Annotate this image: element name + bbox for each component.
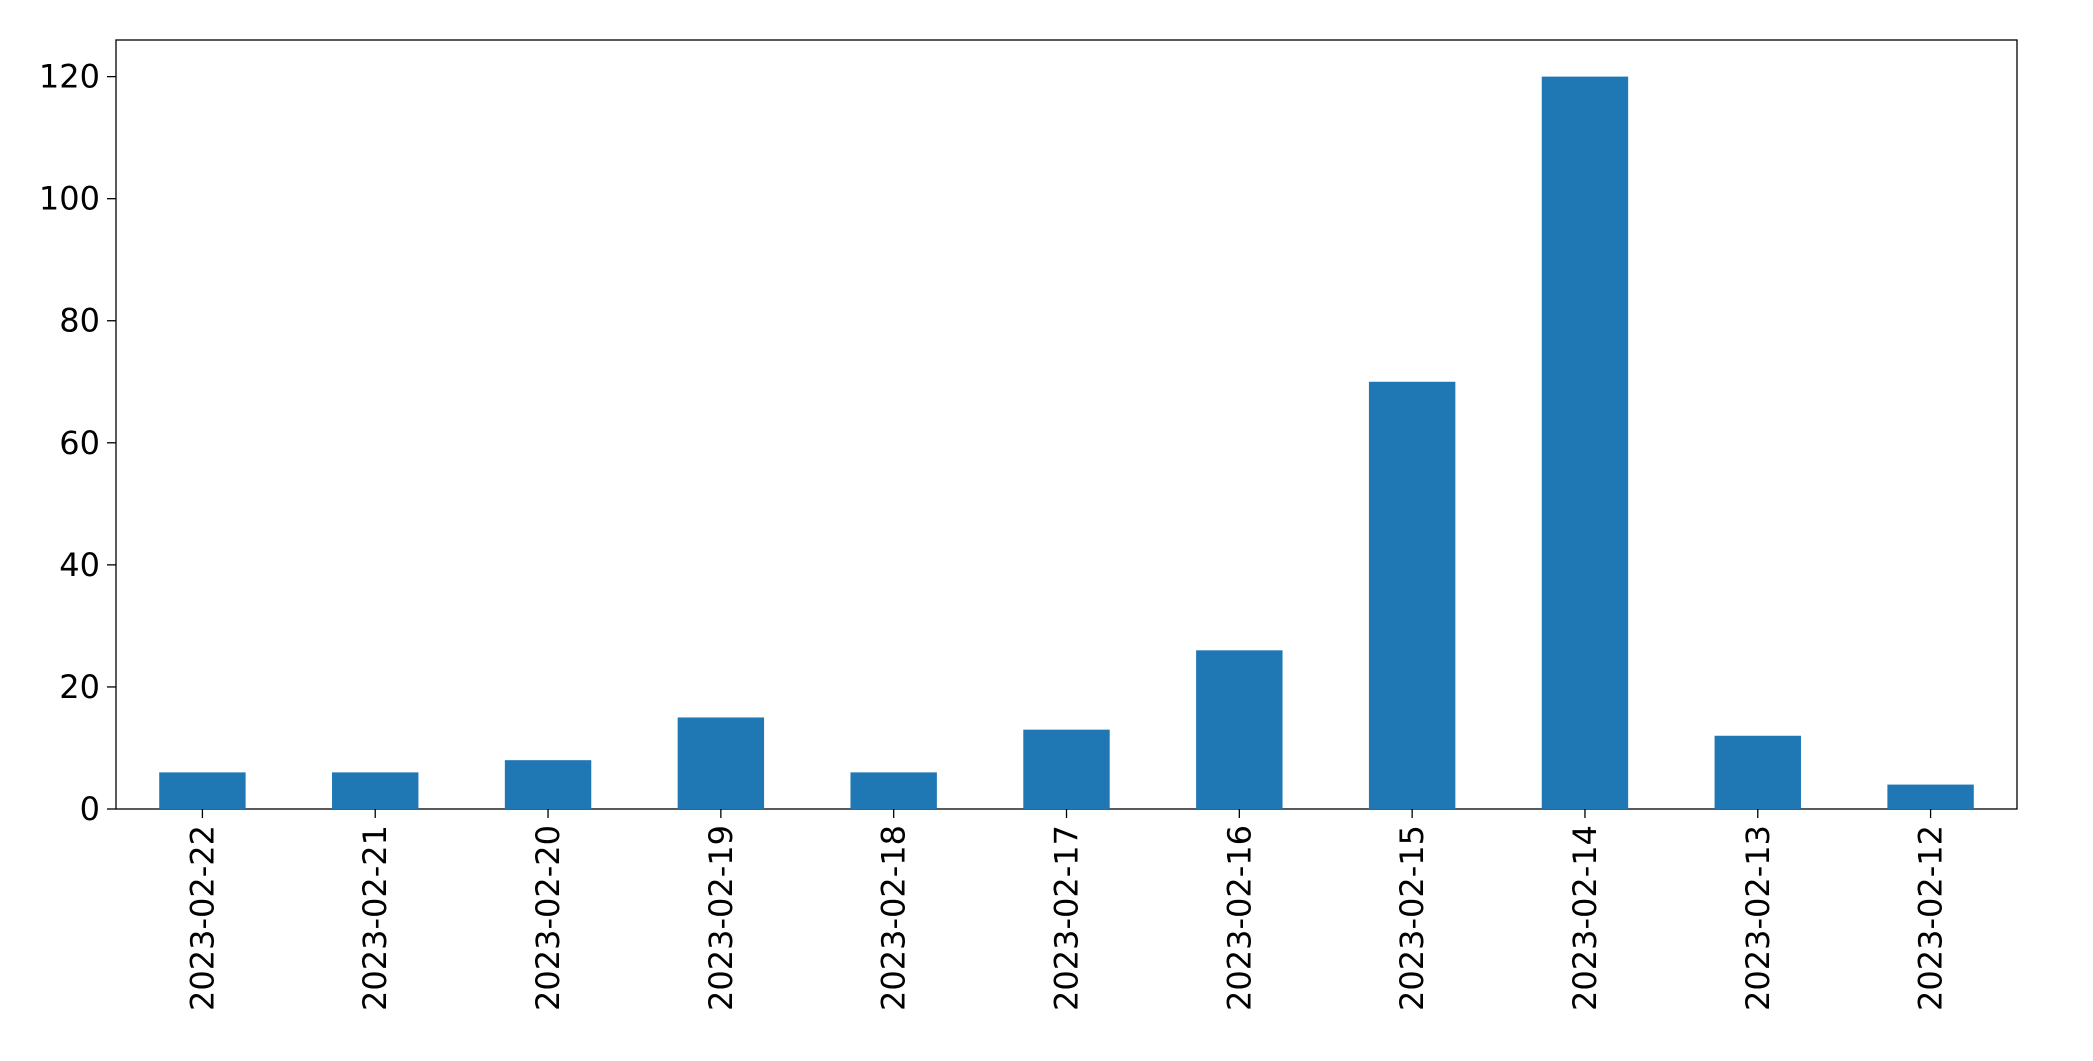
- bar: [1023, 729, 1110, 809]
- x-tick-label: 2023-02-21: [356, 825, 394, 1011]
- bar: [159, 772, 246, 809]
- x-tick-label: 2023-02-14: [1566, 825, 1604, 1011]
- bar: [504, 760, 592, 809]
- x-tick-label: 2023-02-18: [875, 825, 913, 1011]
- x-tick-label: 2023-02-22: [183, 825, 221, 1011]
- x-tick-label: 2023-02-15: [1393, 825, 1431, 1011]
- y-tick-label: 40: [59, 546, 100, 584]
- bar: [677, 717, 765, 809]
- y-tick-label: 80: [59, 302, 100, 340]
- y-tick-label: 60: [59, 424, 100, 462]
- plot-frame: [115, 39, 2018, 810]
- bar: [1887, 784, 1974, 809]
- bar: [1368, 381, 1456, 809]
- x-tick-label: 2023-02-17: [1048, 825, 1086, 1011]
- y-tick-label: 100: [39, 180, 100, 218]
- y-tick-label: 120: [39, 58, 100, 96]
- bar: [1196, 650, 1283, 809]
- bar: [332, 772, 419, 809]
- x-tick-label: 2023-02-20: [529, 825, 567, 1011]
- x-tick-label: 2023-02-16: [1220, 825, 1258, 1011]
- y-tick-label: 0: [80, 790, 100, 828]
- y-tick-label: 20: [59, 668, 100, 706]
- x-tick-label: 2023-02-12: [1912, 825, 1950, 1011]
- bar: [1541, 76, 1629, 810]
- bar: [850, 772, 937, 809]
- x-tick-label: 2023-02-13: [1739, 825, 1777, 1011]
- bar: [1714, 735, 1801, 809]
- x-tick-label: 2023-02-19: [702, 825, 740, 1011]
